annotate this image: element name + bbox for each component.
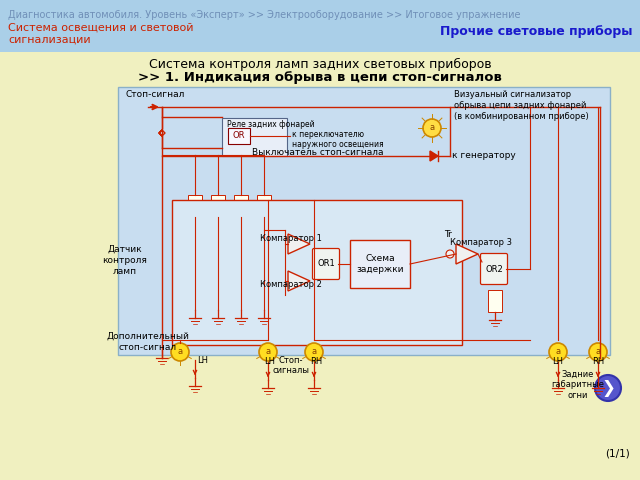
Text: OR: OR: [233, 132, 245, 141]
Text: RH: RH: [310, 357, 322, 366]
Text: a: a: [556, 348, 561, 357]
FancyBboxPatch shape: [312, 249, 339, 279]
Bar: [222, 118, 287, 156]
Polygon shape: [430, 151, 438, 161]
Circle shape: [446, 250, 454, 258]
Text: Выключатель стоп-сигнала: Выключатель стоп-сигнала: [252, 148, 383, 157]
Circle shape: [549, 343, 567, 361]
Text: Компаратор 3: Компаратор 3: [450, 238, 512, 247]
Circle shape: [171, 343, 189, 361]
Text: Схема
задержки: Схема задержки: [356, 254, 404, 274]
Text: LH: LH: [197, 356, 208, 365]
Bar: [350, 240, 410, 288]
Text: Диагностика автомобиля. Уровень «Эксперт» >> Электрооборудование >> Итоговое упр: Диагностика автомобиля. Уровень «Эксперт…: [8, 10, 520, 20]
Text: Tr: Tr: [444, 230, 452, 239]
Polygon shape: [456, 244, 478, 264]
Bar: [118, 87, 610, 355]
Text: a: a: [177, 348, 182, 357]
Text: ❯: ❯: [601, 379, 615, 397]
Circle shape: [589, 343, 607, 361]
Text: OR1: OR1: [317, 260, 335, 268]
Text: (1/1): (1/1): [605, 448, 630, 458]
Text: Стоп-сигнал: Стоп-сигнал: [126, 90, 186, 99]
Bar: [0, 52, 640, 480]
Text: Стоп-
сигналы: Стоп- сигналы: [273, 356, 310, 375]
Text: >> 1. Индикация обрыва в цепи стоп-сигналов: >> 1. Индикация обрыва в цепи стоп-сигна…: [138, 71, 502, 84]
Text: Задние
габаритные
огни: Задние габаритные огни: [552, 370, 605, 400]
Text: Датчик
контроля
ламп: Датчик контроля ламп: [102, 245, 147, 276]
Text: Компаратор 2: Компаратор 2: [260, 280, 322, 289]
Bar: [228, 128, 250, 144]
Text: Система контроля ламп задних световых приборов: Система контроля ламп задних световых пр…: [148, 58, 492, 71]
Text: сигнализации: сигнализации: [8, 35, 91, 45]
Bar: [211, 195, 225, 217]
Circle shape: [595, 375, 621, 401]
Bar: [0, 0, 640, 52]
Text: a: a: [429, 123, 435, 132]
Text: a: a: [312, 348, 317, 357]
Bar: [234, 195, 248, 217]
Text: Визуальный сигнализатор
обрыва цепи задних фонарей
(в комбинированном приборе): Визуальный сигнализатор обрыва цепи задн…: [454, 90, 589, 121]
Text: OR2: OR2: [485, 264, 503, 274]
Text: Компаратор 1: Компаратор 1: [260, 234, 322, 243]
Text: LH: LH: [264, 357, 275, 366]
Polygon shape: [288, 271, 310, 291]
Text: LH: LH: [552, 357, 563, 366]
Text: Прочие световые приборы: Прочие световые приборы: [440, 25, 632, 38]
Bar: [172, 200, 462, 345]
Text: Система освещения и световой: Система освещения и световой: [8, 23, 193, 33]
Bar: [488, 290, 502, 312]
Text: к генератору: к генератору: [452, 151, 516, 160]
Bar: [188, 195, 202, 217]
Text: к переключателю
наружного освещения: к переключателю наружного освещения: [292, 130, 383, 149]
Circle shape: [259, 343, 277, 361]
Text: a: a: [595, 348, 600, 357]
FancyBboxPatch shape: [481, 253, 508, 285]
Circle shape: [305, 343, 323, 361]
Polygon shape: [288, 234, 310, 254]
Text: RH: RH: [592, 357, 604, 366]
Bar: [257, 195, 271, 217]
Text: a: a: [266, 348, 271, 357]
Circle shape: [423, 119, 441, 137]
Text: Реле задних фонарей: Реле задних фонарей: [227, 120, 315, 129]
Text: Дополнительный
стоп-сигнал: Дополнительный стоп-сигнал: [107, 332, 189, 352]
